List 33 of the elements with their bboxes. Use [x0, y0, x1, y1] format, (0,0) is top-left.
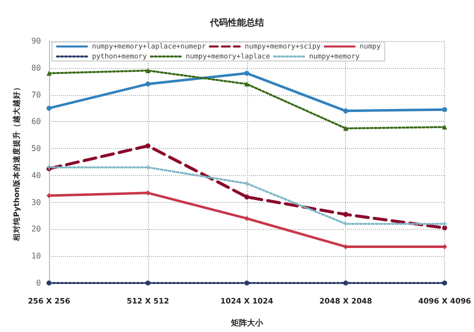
y-tick-label: 0 — [36, 278, 42, 288]
point — [442, 124, 448, 130]
point — [145, 280, 150, 286]
point — [145, 68, 150, 74]
point — [244, 216, 250, 221]
point — [244, 70, 250, 76]
y-tick-label: 90 — [31, 36, 42, 46]
chart-title: 代码性能总结 — [209, 18, 264, 28]
y-tick-label: 50 — [31, 144, 42, 154]
y-tick-label: 10 — [31, 252, 42, 261]
y-tick-label: 70 — [31, 90, 42, 100]
point — [46, 280, 52, 286]
point — [343, 280, 348, 286]
y-tick-label: 60 — [31, 117, 42, 126]
point — [145, 143, 150, 148]
point — [46, 106, 52, 111]
x-axis-title: 矩阵大小 — [230, 318, 264, 328]
point — [244, 280, 250, 286]
point — [343, 108, 348, 114]
point — [244, 194, 250, 200]
y-tick-label: 80 — [31, 63, 42, 72]
point — [442, 107, 448, 112]
point — [442, 280, 448, 286]
y-tick-label: 20 — [31, 224, 42, 234]
point — [244, 82, 250, 87]
point — [442, 225, 448, 230]
point — [442, 221, 448, 226]
point — [46, 70, 52, 76]
point — [343, 212, 348, 217]
y-tick-label: 30 — [31, 198, 42, 207]
point — [343, 126, 348, 131]
point — [145, 82, 150, 87]
y-tick-label: 40 — [31, 170, 42, 180]
